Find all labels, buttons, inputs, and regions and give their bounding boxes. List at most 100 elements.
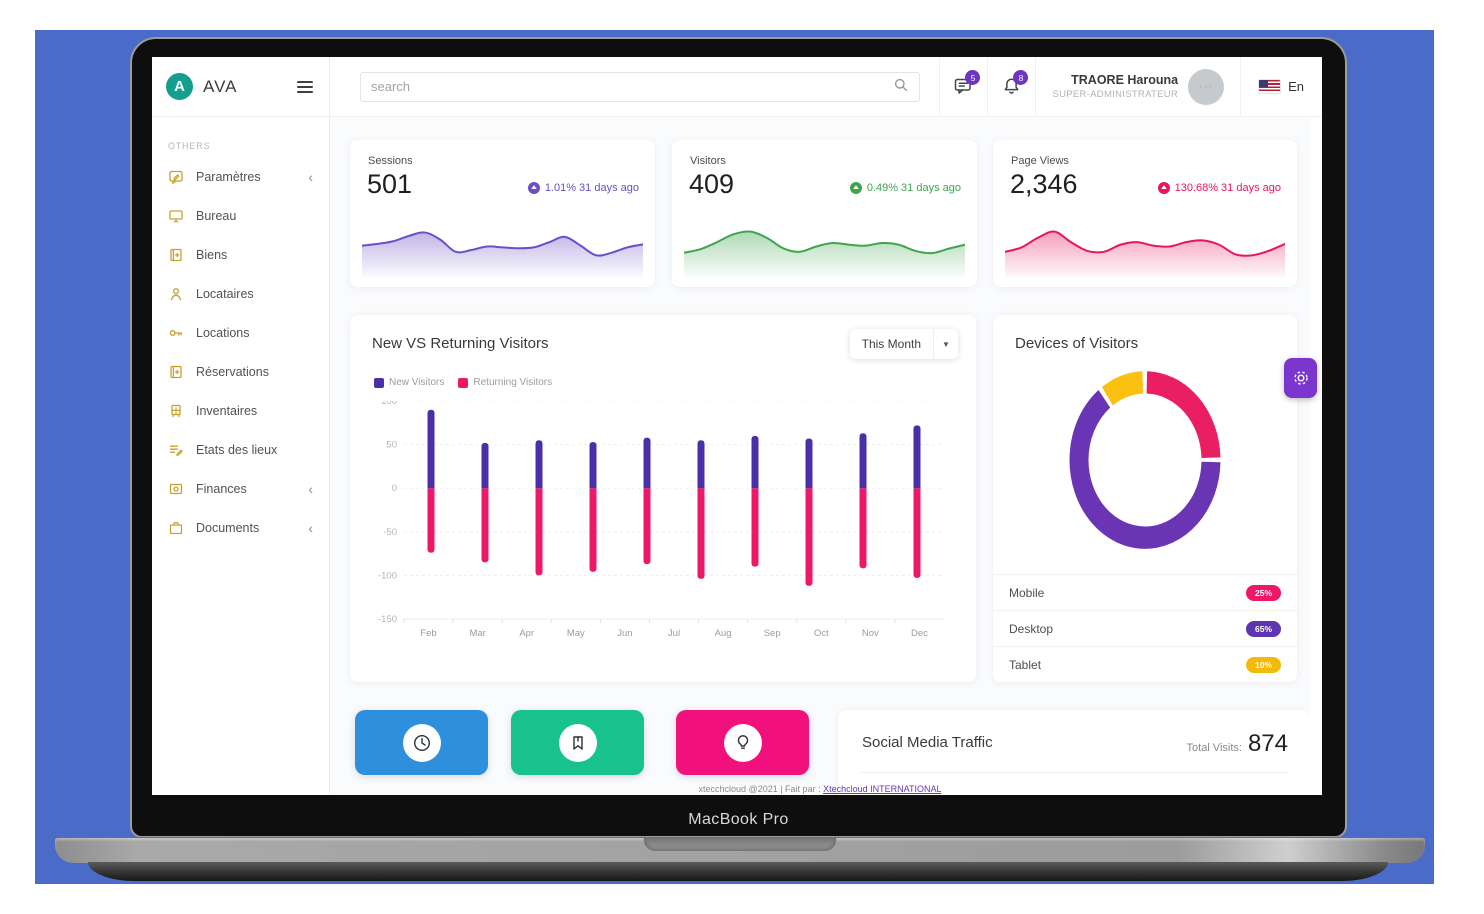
- notifications-button[interactable]: 8: [987, 57, 1035, 116]
- sidebar-item-label: Locations: [196, 325, 250, 340]
- messages-badge: 5: [965, 70, 981, 85]
- svg-text:Jul: Jul: [668, 628, 680, 639]
- svg-text:Apr: Apr: [519, 628, 534, 639]
- svg-text:Nov: Nov: [862, 628, 879, 639]
- bar-returning-5[interactable]: [697, 488, 705, 579]
- bar-returning-1[interactable]: [481, 488, 489, 563]
- bar-new-3[interactable]: [589, 441, 597, 489]
- bar-new-7[interactable]: [805, 438, 813, 489]
- bar-new-5[interactable]: [697, 440, 705, 489]
- stat-card-sessions: Sessions 501 1.01% 31 days ago: [350, 140, 655, 287]
- sidebar-item-bureau[interactable]: Bureau: [152, 196, 329, 235]
- key-icon: [168, 325, 184, 341]
- svg-text:Dec: Dec: [911, 628, 928, 639]
- list-edit-icon: [168, 442, 184, 458]
- svg-text:50: 50: [386, 440, 397, 451]
- bar-returning-3[interactable]: [589, 488, 597, 572]
- search-input[interactable]: [371, 79, 893, 94]
- sidebar: A AVA OTHERS Paramètres ‹ Bureau Biens Locat…: [152, 57, 330, 795]
- quick-action-bookmark[interactable]: [511, 710, 644, 775]
- sidebar-item-locations[interactable]: Locations: [152, 313, 329, 352]
- macbook-notch: [644, 838, 836, 851]
- bar-new-4[interactable]: [643, 437, 651, 489]
- sidebar-item-label: Documents: [196, 520, 260, 535]
- search-icon[interactable]: [893, 77, 909, 96]
- user-role: SUPER-ADMINISTRATEUR: [1052, 89, 1179, 100]
- notifications-badge: 8: [1013, 70, 1029, 85]
- bar-returning-9[interactable]: [913, 488, 921, 579]
- brand-logo: A: [166, 73, 193, 100]
- quick-action-lightbulb[interactable]: [676, 710, 809, 775]
- sidebar-item-label: Locataires: [196, 286, 254, 301]
- book-plus-icon: [168, 364, 184, 380]
- us-flag-icon: [1259, 80, 1281, 93]
- sidebar-item-parametres[interactable]: Paramètres ‹: [152, 157, 329, 196]
- messages-button[interactable]: 5: [939, 57, 987, 116]
- briefcase-icon: [168, 520, 184, 536]
- lightbulb-icon: [723, 723, 762, 762]
- device-label: Desktop: [1009, 621, 1054, 636]
- stat-value: 501: [367, 169, 413, 199]
- sidebar-item-label: Biens: [196, 247, 228, 262]
- bar-new-1[interactable]: [481, 442, 489, 489]
- devices-card: Devices of Visitors Mobile 25% Desktop 65…: [993, 315, 1297, 682]
- stat-change: 130.68% 31 days ago: [1157, 182, 1281, 194]
- coin-icon: [168, 481, 184, 497]
- bar-returning-0[interactable]: [427, 488, 435, 553]
- language-label: En: [1288, 79, 1304, 94]
- user-icon: [168, 286, 184, 302]
- sidebar-item-locataires[interactable]: Locataires: [152, 274, 329, 313]
- stat-change-text: 0.49% 31 days ago: [866, 182, 961, 194]
- sidebar-item-label: Finances: [196, 481, 247, 496]
- svg-text:Feb: Feb: [420, 628, 436, 639]
- sidebar-item-finances[interactable]: Finances ‹: [152, 469, 329, 508]
- menu-toggle-icon[interactable]: [295, 77, 315, 97]
- donut-segment-desktop[interactable]: [1069, 371, 1221, 549]
- devices-donut-chart: [1069, 371, 1221, 549]
- device-percentage-badge: 25%: [1245, 584, 1281, 601]
- sidebar-item-reservations[interactable]: Réservations: [152, 352, 329, 391]
- dashboard-screen: A AVA OTHERS Paramètres ‹ Bureau Biens Locat…: [152, 57, 1322, 795]
- legend-item-new-visitors[interactable]: New Visitors: [374, 377, 444, 388]
- bar-returning-2[interactable]: [535, 488, 543, 576]
- macbook-base: [55, 837, 1425, 863]
- bar-new-8[interactable]: [859, 433, 867, 489]
- user-menu[interactable]: TRAORE Harouna SUPER-ADMINISTRATEUR ⋯: [1035, 57, 1240, 116]
- stat-label: Visitors: [690, 155, 726, 167]
- sidebar-item-etats-des-lieux[interactable]: Etats des lieux: [152, 430, 329, 469]
- device-row-mobile: Mobile 25%: [993, 574, 1297, 610]
- bar-new-2[interactable]: [535, 440, 543, 489]
- period-dropdown[interactable]: This Month ▼: [849, 329, 958, 359]
- settings-fab[interactable]: [1284, 358, 1317, 398]
- stat-label: Page Views: [1011, 155, 1069, 167]
- bar-chart-title: New VS Returning Visitors: [372, 335, 549, 352]
- sidebar-item-inventaires[interactable]: Inventaires: [152, 391, 329, 430]
- stat-change-text: 1.01% 31 days ago: [544, 182, 639, 194]
- svg-text:Sep: Sep: [764, 628, 781, 639]
- chevron-left-icon: ‹: [308, 168, 313, 185]
- legend-swatch: [374, 377, 384, 388]
- footer: xtecchcloud @2021 | Fait par : Xtechclou…: [330, 784, 1310, 794]
- sidebar-item-label: Inventaires: [196, 403, 258, 418]
- bar-new-0[interactable]: [427, 409, 435, 489]
- bar-returning-8[interactable]: [859, 488, 867, 569]
- stat-card-visitors: Visitors 409 0.49% 31 days ago: [672, 140, 977, 287]
- avatar[interactable]: ⋯: [1188, 68, 1225, 105]
- chevron-left-icon: ‹: [308, 480, 313, 497]
- language-selector[interactable]: En: [1240, 57, 1322, 116]
- bar-returning-4[interactable]: [643, 488, 651, 565]
- sidebar-item-biens[interactable]: Biens: [152, 235, 329, 274]
- bar-new-9[interactable]: [913, 425, 921, 489]
- sidebar-item-documents[interactable]: Documents ‹: [152, 508, 329, 547]
- chevron-down-icon: ▼: [942, 339, 950, 349]
- bar-returning-7[interactable]: [805, 488, 813, 586]
- quick-action-clock[interactable]: [355, 710, 488, 775]
- svg-text:-100: -100: [378, 570, 397, 581]
- footer-link[interactable]: Xtechcloud INTERNATIONAL: [823, 784, 942, 794]
- bar-returning-6[interactable]: [751, 488, 759, 567]
- legend-item-returning-visitors[interactable]: Returning Visitors: [458, 377, 552, 388]
- bar-new-6[interactable]: [751, 435, 759, 489]
- cabinet-icon: [168, 403, 184, 419]
- macbook-base-shadow: [88, 862, 1388, 881]
